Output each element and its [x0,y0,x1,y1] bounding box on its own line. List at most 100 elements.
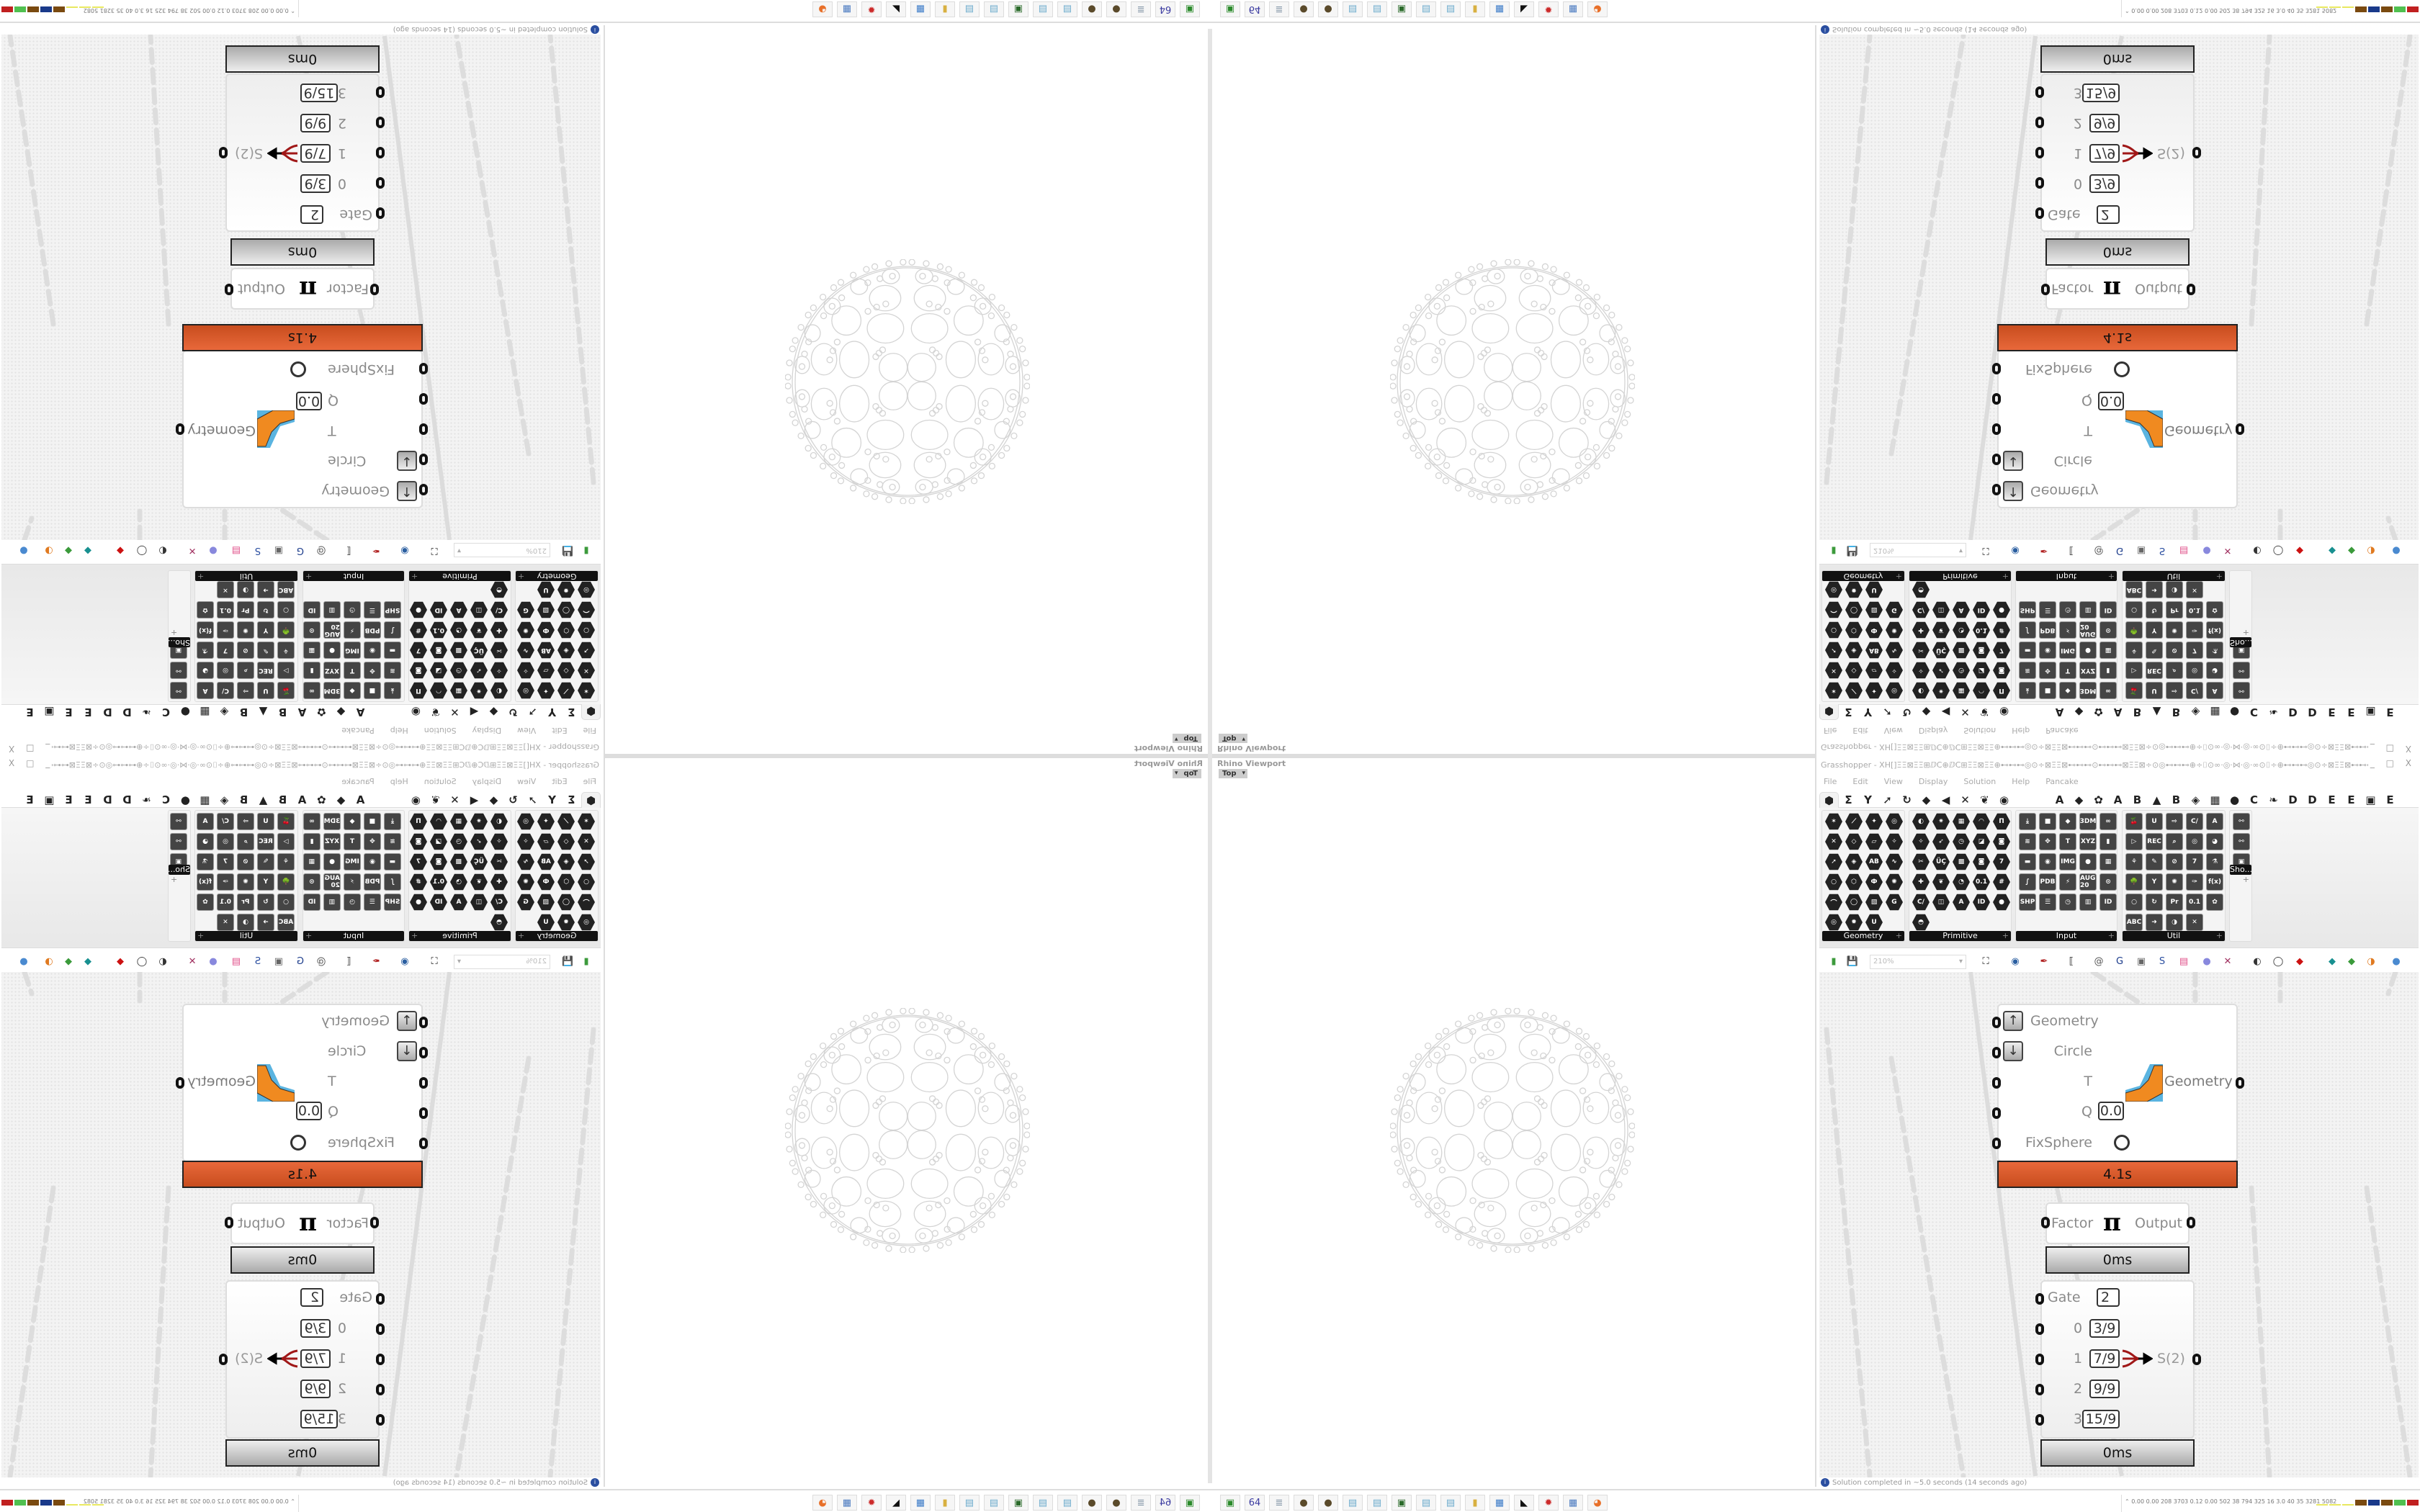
component-icon[interactable]: ● [323,642,341,659]
component-icon[interactable]: 🍒 [277,682,295,699]
tab-letter[interactable]: ▣ [44,706,55,719]
component-icon[interactable]: ✎ [2146,642,2163,659]
component-icon[interactable]: 🌳 [2125,621,2143,639]
new-file-icon[interactable]: ▮ [583,956,589,967]
kangaroo-solver-component[interactable]: ↑ ↓ Geometry Circle T Q 0.0 FixSphere Ge… [182,350,423,508]
calculator-icon[interactable]: ▦ [837,1495,857,1511]
component-icon[interactable]: ✺ [517,873,534,891]
tab-icon[interactable]: Y [548,793,556,806]
menu-item-help[interactable]: Help [2012,726,2030,735]
input-grip[interactable] [1992,423,2001,435]
stream-value[interactable]: 15/9 [300,1410,338,1428]
component-icon[interactable]: ✿ [197,894,214,911]
window-controls[interactable]: _ □ X [2370,744,2416,754]
component-icon[interactable]: ◈ [557,642,575,659]
notepad-icon[interactable]: ▤ [1367,1,1387,17]
component-icon[interactable]: ID [303,601,321,618]
folder-icon[interactable]: ▮ [935,1,955,17]
grasshopper-canvas[interactable]: ↑ ↓ Geometry Circle T Q 0.0 FixSphere Ge… [1,35,601,540]
component-icon[interactable]: ◇ [1845,833,1863,850]
pi-component[interactable]: Factor π Output [2045,1202,2190,1244]
component-icon[interactable]: ✧ [1886,833,1903,850]
red-app-icon[interactable]: ✹ [1538,1495,1559,1511]
component-icon[interactable]: C/ [1912,894,1930,911]
component-icon[interactable]: ∿ [517,853,534,870]
tab-letter[interactable]: C [2249,706,2258,719]
component-icon[interactable]: U [2146,813,2163,830]
tab-letter[interactable]: E [65,793,73,806]
tab-letter[interactable]: ◈ [2191,793,2200,806]
cluster-icon[interactable]: ⟦ [2069,545,2074,556]
tab-letter[interactable]: E [2347,706,2355,719]
component-icon[interactable]: ❦ [1932,873,1950,891]
component-icon[interactable]: AUG 20 [323,621,341,639]
notepad-icon[interactable]: ▤ [984,1,1004,17]
notepad-icon[interactable]: ▤ [1033,1495,1053,1511]
component-icon[interactable]: ▦ [1953,682,1970,699]
input-grip[interactable] [2035,147,2044,158]
component-icon[interactable]: SHP [2019,601,2036,618]
image-icon[interactable]: ▣ [2136,545,2146,556]
component-icon[interactable]: 7 [2186,642,2203,659]
calculator-icon[interactable]: ▦ [1563,1495,1583,1511]
tab-letter[interactable]: ❧ [2269,793,2278,806]
firefox-icon[interactable]: ◕ [812,1495,833,1511]
grasshopper-canvas[interactable]: ↑ ↓ Geometry Circle T Q 0.0 FixSphere Ge… [1,972,601,1477]
rhino-console-icon[interactable]: ▣ [1220,1495,1240,1511]
component-icon[interactable]: ◐ [1912,682,1930,699]
component-icon[interactable]: Ф [537,873,555,891]
tab-letter[interactable]: ◆ [336,706,346,719]
component-icon[interactable]: AB [537,853,555,870]
component-icon[interactable]: ⚗ [197,642,214,659]
component-icon[interactable]: ▦ [303,642,321,659]
component-icon[interactable]: ✦ [537,682,555,699]
component-icon[interactable]: U [537,914,555,931]
component-icon[interactable]: AB [1865,642,1883,659]
component-icon[interactable]: ID [430,894,447,911]
input-grip[interactable] [376,1323,385,1335]
search-icon[interactable]: S [254,956,261,967]
input-grip[interactable] [1992,393,2001,405]
component-icon[interactable]: ≋ [384,833,401,850]
component-icon[interactable]: ✂ [1912,642,1930,659]
notepad-icon[interactable]: ▤ [959,1,980,17]
output-grip[interactable] [2187,284,2195,295]
tab-letter[interactable]: A [2055,706,2064,719]
component-icon[interactable]: ◕ [197,662,214,679]
component-icon[interactable]: A [2206,813,2223,830]
component-icon[interactable]: ✕ [578,662,595,679]
component-icon[interactable]: ▥ [2079,894,2097,911]
palette-panel-label[interactable]: Geometry [516,571,598,581]
tab-icon[interactable]: ⬢ [1819,791,1839,808]
component-icon[interactable]: ● [323,853,341,870]
component-icon[interactable]: ⚯ [170,833,187,850]
input-grip[interactable] [2035,1414,2044,1426]
component-icon[interactable]: ∫ [384,621,401,639]
rhino-viewport-geometry[interactable] [785,259,1030,504]
input-grip[interactable] [376,1414,385,1426]
firefox-icon[interactable]: ◕ [1587,1,1608,17]
stream-value[interactable]: 3/9 [2089,174,2120,193]
tab-letter[interactable]: ◆ [336,793,346,806]
component-icon[interactable]: ◪ [430,662,447,679]
component-icon[interactable]: ✺ [2166,873,2183,891]
input-grip[interactable] [376,1384,385,1395]
toggle-circle-icon[interactable] [2114,361,2130,377]
tab-letter[interactable]: ◆ [2074,793,2084,806]
zoom-extents-icon[interactable]: ⛶ [431,956,438,967]
rhino-viewport-geometry[interactable] [785,1008,1030,1253]
tab-icon[interactable]: ◆ [489,793,498,806]
tab-letter[interactable]: D [2308,706,2317,719]
component-icon[interactable]: ID [2099,894,2117,911]
shaded-icon[interactable]: ◐ [158,956,167,967]
component-icon[interactable]: 0.1 [217,601,234,618]
component-icon[interactable]: 0.1 [217,894,234,911]
component-icon[interactable]: ∿ [1886,853,1903,870]
zoom-extents-icon[interactable]: ⛶ [431,545,438,556]
stream-value[interactable]: 9/9 [300,1380,331,1398]
palette-panel-label[interactable]: Input [2016,571,2117,581]
component-icon[interactable]: ◇ [1845,662,1863,679]
component-icon[interactable]: ○ [1825,621,1842,639]
component-icon[interactable]: ⇨ [237,682,254,699]
menu-item-edit[interactable]: Edit [552,777,568,786]
